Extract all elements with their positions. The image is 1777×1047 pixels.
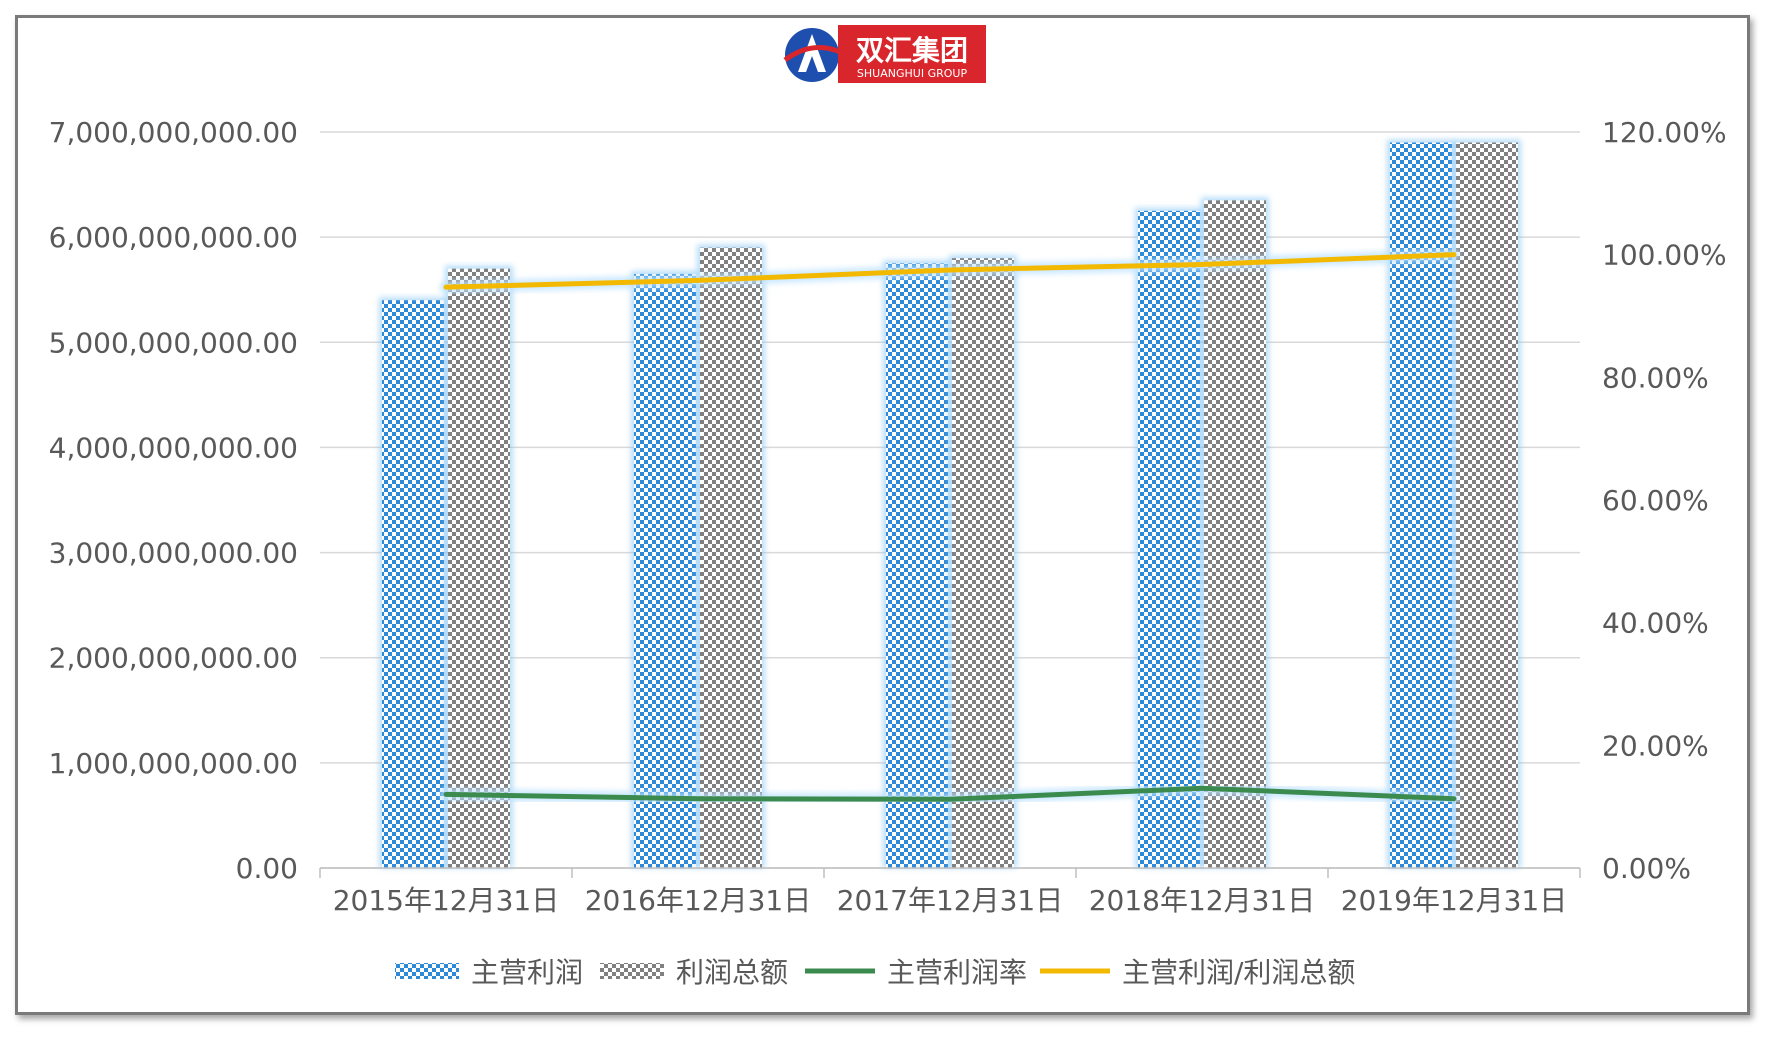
logo-emblem-mark — [798, 34, 826, 72]
y-right-tick-label: 60.00% — [1602, 484, 1709, 517]
bar — [382, 300, 444, 868]
y-left-tick-label: 5,000,000,000.00 — [49, 326, 298, 359]
bar — [1390, 142, 1452, 868]
y-left-tick-label: 2,000,000,000.00 — [49, 642, 298, 675]
bar — [1138, 210, 1200, 868]
bar — [952, 258, 1014, 869]
shuanghui-logo: 双汇集团 SHUANGHUI GROUP — [783, 25, 986, 83]
x-tick-label: 2019年12月31日 — [1341, 884, 1568, 917]
legend-swatch — [395, 963, 459, 979]
y-left-tick-label: 7,000,000,000.00 — [49, 116, 298, 149]
lines — [440, 248, 1460, 806]
axes: 0.00 1,000,000,000.00 2,000,000,000.00 3,00… — [49, 116, 1727, 917]
x-tick-label: 2016年12月31日 — [585, 884, 812, 917]
logo-text-en: SHUANGHUI GROUP — [857, 67, 968, 80]
legend-swatch — [600, 963, 664, 979]
y-left-tick-label: 1,000,000,000.00 — [49, 747, 298, 780]
bars — [379, 139, 1521, 869]
x-tick-label: 2017年12月31日 — [837, 884, 1064, 917]
y-right-tick-label: 20.00% — [1602, 729, 1709, 762]
series-line — [443, 252, 1457, 290]
y-left-tick-label: 3,000,000,000.00 — [49, 537, 298, 570]
x-tick-label: 2015年12月31日 — [333, 884, 560, 917]
logo-banner — [838, 25, 986, 83]
bar — [448, 268, 510, 869]
logo-text-cn: 双汇集团 — [856, 34, 968, 67]
y-right-tick-label: 120.00% — [1602, 116, 1727, 149]
y-right-tick-label: 100.00% — [1602, 239, 1727, 272]
y-left-tick-label: 0.00 — [236, 852, 298, 885]
y-right-tick-label: 40.00% — [1602, 607, 1709, 640]
bar — [1456, 142, 1518, 868]
bar — [886, 263, 948, 868]
x-tick-label: 2018年12月31日 — [1089, 884, 1316, 917]
y-right-tick-label: 80.00% — [1602, 361, 1709, 394]
legend-label: 主营利润率 — [887, 956, 1027, 989]
y-right-tick-label: 0.00% — [1602, 852, 1691, 885]
series-line — [443, 785, 1457, 802]
legend-label: 利润总额 — [676, 956, 788, 989]
legend-label: 主营利润/利润总额 — [1122, 956, 1355, 989]
legend-label: 主营利润 — [471, 956, 583, 989]
legend: 主营利润 利润总额 主营利润率 主营利润/利润总额 — [395, 956, 1355, 989]
y-left-tick-label: 4,000,000,000.00 — [49, 431, 298, 464]
bar — [1204, 200, 1266, 869]
y-left-tick-label: 6,000,000,000.00 — [49, 221, 298, 254]
bar — [634, 273, 696, 868]
bar — [700, 247, 762, 868]
